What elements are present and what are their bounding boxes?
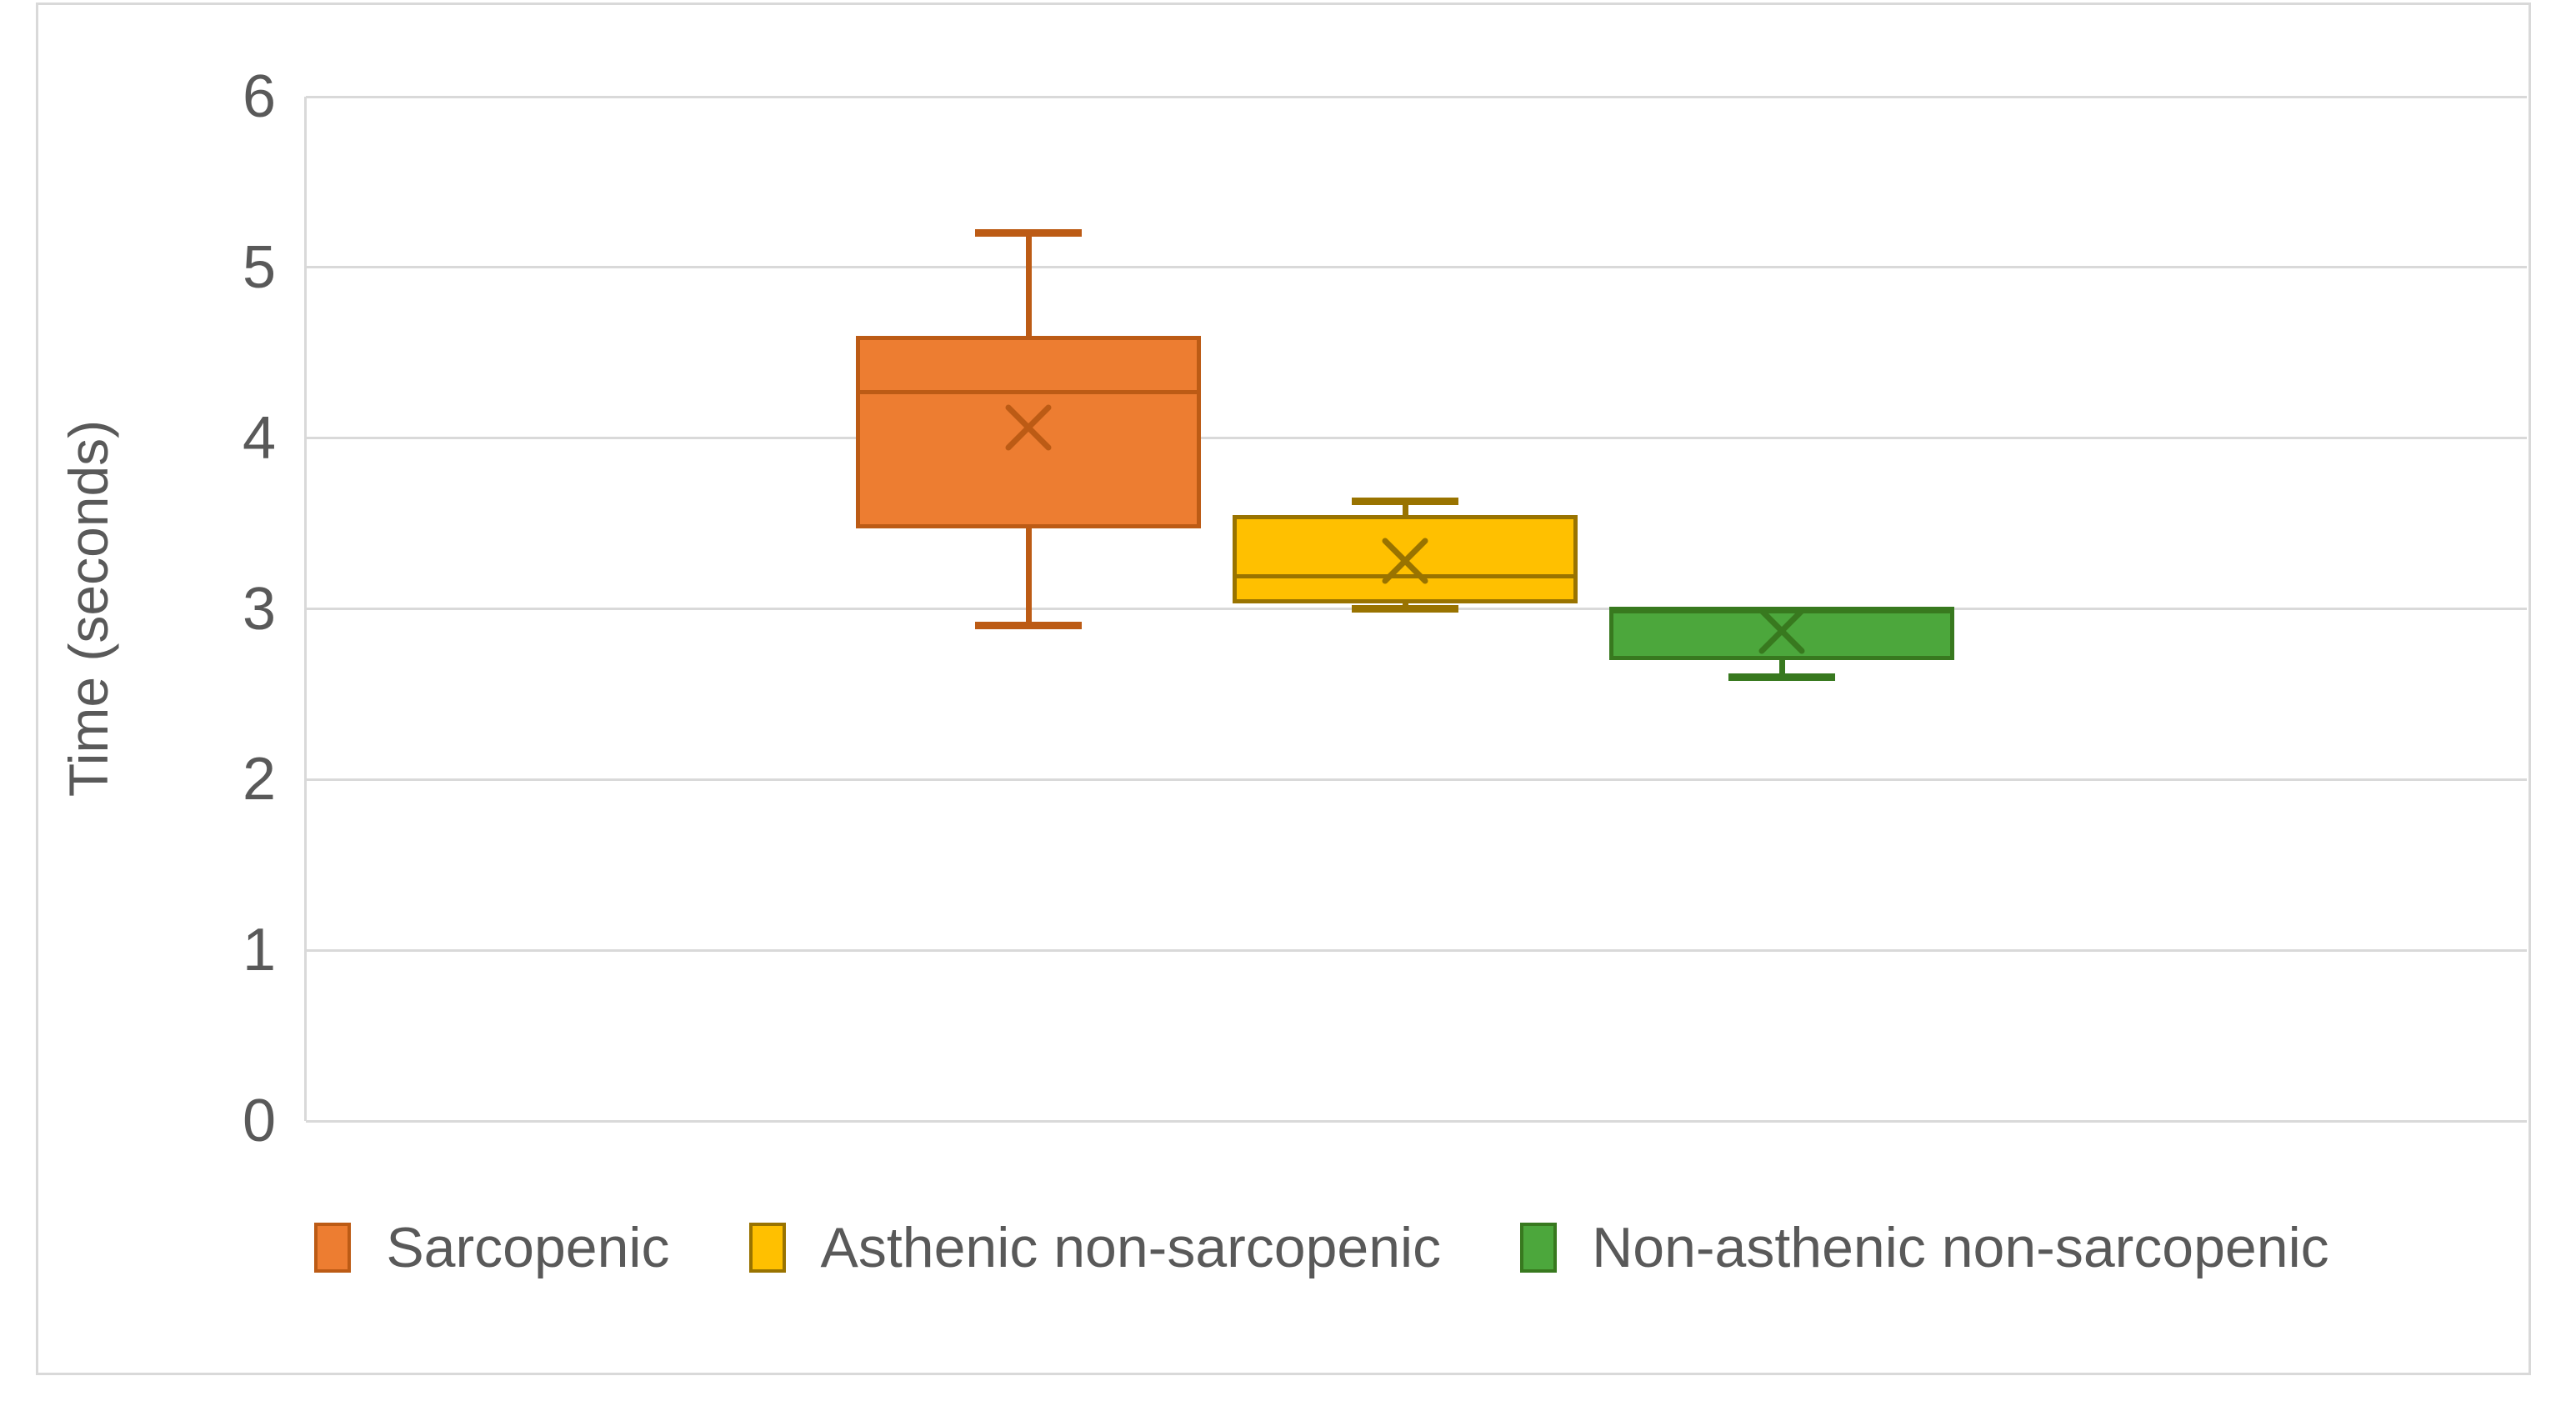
whisker-stem [1025,528,1032,626]
y-tick-label-2: 2 [242,746,276,813]
chart-figure-frame: 0 1 2 3 4 5 6 Time (seconds) Sarcopenic Astheni… [36,3,2531,1375]
legend-swatch-icon [314,1223,352,1273]
y-tick-label-3: 3 [242,575,276,643]
gridline-y-4 [306,437,2527,440]
median-line [1233,574,1578,579]
y-tick-label-1: 1 [242,917,276,984]
y-tick-label-4: 4 [242,404,276,472]
whisker-stem [1778,659,1785,678]
iqr-box [856,335,1201,529]
whisker-cap [1352,497,1458,505]
gridline-y-1 [306,948,2527,952]
legend-item-non-asthenic-non-sarcopenic: Non-asthenic non-sarcopenic [1520,1215,2329,1280]
legend-label: Sarcopenic [386,1216,670,1279]
y-tick-label-6: 6 [242,63,276,130]
y-axis-line [304,97,307,1121]
gridline-y-5 [306,266,2527,269]
legend-swatch-icon [748,1223,786,1273]
legend-label: Non-asthenic non-sarcopenic [1592,1216,2329,1279]
legend-label: Asthenic non-sarcopenic [820,1216,1442,1279]
mean-x-marker [1382,538,1428,584]
legend-item-asthenic-non-sarcopenic: Asthenic non-sarcopenic [748,1215,1442,1280]
y-tick-label-0: 0 [242,1088,276,1154]
whisker-stem [1025,233,1032,336]
y-tick-label-5: 5 [242,233,276,301]
legend-item-sarcopenic: Sarcopenic [314,1215,670,1280]
gridline-y-0 [306,1119,2527,1123]
mean-x-marker [1005,404,1052,451]
whisker-cap [975,622,1082,630]
whisker-cap [1728,673,1835,681]
gridline-y-2 [306,778,2527,781]
gridline-y-6 [306,95,2527,98]
legend-swatch-icon [1520,1223,1558,1273]
median-line [1609,607,1954,611]
whisker-cap [1352,605,1458,613]
mean-x-marker [1758,608,1805,654]
legend: Sarcopenic Asthenic non-sarcopenic Non-ast… [74,1215,2569,1280]
median-line [856,389,1201,394]
plot-area [304,95,2527,1123]
whisker-cap [975,229,1082,238]
whisker-stem [1402,501,1408,515]
y-axis-title-text: Time (seconds) [58,419,119,798]
